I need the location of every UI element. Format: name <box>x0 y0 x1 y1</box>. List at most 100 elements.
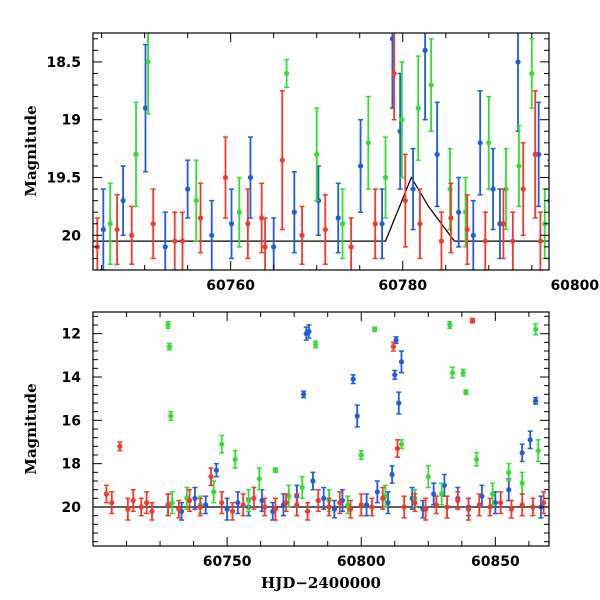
top-point <box>515 33 521 133</box>
bottom-point <box>476 493 482 517</box>
top-point <box>372 188 378 260</box>
bottom-point <box>109 491 115 515</box>
bottom-y-tick-label: 20 <box>62 500 82 516</box>
top-point <box>516 124 522 208</box>
bottom-point <box>294 493 300 517</box>
top-point <box>382 136 389 219</box>
bottom-point <box>178 501 185 521</box>
top-point <box>379 188 385 260</box>
top-point <box>197 182 204 254</box>
bottom-point <box>385 491 391 515</box>
bottom-point <box>339 488 346 513</box>
bottom-point <box>229 501 236 521</box>
bottom-point <box>331 499 338 519</box>
bottom-y-tick-label: 18 <box>62 457 81 473</box>
bottom-point <box>350 374 356 385</box>
bottom-point <box>425 465 431 489</box>
bottom-point <box>213 462 219 478</box>
top-x-tick-label: 60760 <box>206 278 255 294</box>
bottom-point <box>251 486 257 510</box>
bottom-point <box>396 391 402 415</box>
top-point <box>129 205 135 265</box>
top-point <box>335 182 341 254</box>
bottom-point <box>166 342 173 351</box>
top-point <box>464 194 470 265</box>
bottom-point <box>372 326 378 333</box>
bottom-point <box>286 484 292 508</box>
top-point <box>357 118 364 213</box>
bottom-point <box>235 491 241 515</box>
top-point <box>410 147 416 231</box>
bottom-point <box>473 452 480 467</box>
top-point <box>529 38 535 109</box>
top-point <box>520 142 526 237</box>
top-point <box>279 90 285 231</box>
bottom-point <box>303 326 309 341</box>
bottom-point <box>306 324 312 339</box>
bottom-point <box>535 439 541 463</box>
bottom-y-tick-label: 12 <box>62 327 81 343</box>
top-panel: 60760 60780 60800 18.5 19 19.5 20 Magnitude <box>22 32 599 294</box>
top-point <box>456 176 462 248</box>
bottom-point <box>498 491 504 515</box>
top-point <box>503 147 509 231</box>
bottom-point <box>519 443 525 463</box>
bottom-point <box>272 467 278 474</box>
top-point <box>228 188 235 260</box>
bottom-point <box>354 404 360 428</box>
bottom-point <box>326 497 332 517</box>
bottom-point <box>455 491 461 510</box>
bottom-point <box>527 430 533 450</box>
top-point <box>477 90 483 196</box>
bottom-point <box>192 486 198 510</box>
bottom-point <box>299 475 305 500</box>
bottom-point <box>519 493 525 517</box>
bottom-point <box>530 497 536 517</box>
bottom-point <box>460 368 466 377</box>
top-point <box>236 176 242 248</box>
bottom-point <box>130 488 136 513</box>
bottom-point <box>300 390 307 399</box>
top-point <box>120 165 126 237</box>
bottom-point <box>240 493 246 517</box>
bottom-point <box>149 501 155 521</box>
bottom-y-tick-label: 14 <box>62 370 82 386</box>
top-plot-frame <box>92 32 550 271</box>
bottom-point <box>364 493 370 517</box>
top-x-tick-label: 60800 <box>550 278 599 294</box>
top-point <box>114 194 120 265</box>
top-point <box>500 188 506 260</box>
bottom-point <box>272 497 278 521</box>
bottom-ticks: 60750 60800 60850 12 14 16 18 20 <box>62 312 549 570</box>
bottom-point <box>125 497 131 521</box>
top-point <box>291 170 297 254</box>
top-point <box>193 159 199 242</box>
bottom-point <box>144 491 150 515</box>
top-point <box>162 211 168 270</box>
bottom-point <box>176 499 182 519</box>
top-point <box>470 199 476 270</box>
bottom-point <box>283 493 289 513</box>
top-point <box>172 211 178 270</box>
top-point <box>482 211 488 270</box>
bottom-point <box>394 439 401 458</box>
top-point <box>415 55 421 161</box>
top-y-tick-label: 20 <box>62 228 82 244</box>
bottom-point <box>389 465 395 484</box>
bottom-point <box>465 497 472 521</box>
bottom-point <box>211 480 217 504</box>
bottom-point <box>463 389 469 396</box>
top-point <box>399 61 405 179</box>
bottom-point <box>492 491 498 515</box>
bottom-point <box>469 317 476 324</box>
top-point <box>107 182 113 265</box>
top-x-tick-label: 60780 <box>378 278 427 294</box>
top-point <box>150 188 156 260</box>
top-y-tick-label: 19 <box>62 113 81 129</box>
bottom-point <box>197 497 203 517</box>
bottom-point <box>393 336 399 345</box>
top-point <box>133 101 139 208</box>
bottom-point <box>203 495 209 515</box>
bottom-point <box>519 471 525 495</box>
bottom-x-tick-label: 60750 <box>203 554 252 570</box>
